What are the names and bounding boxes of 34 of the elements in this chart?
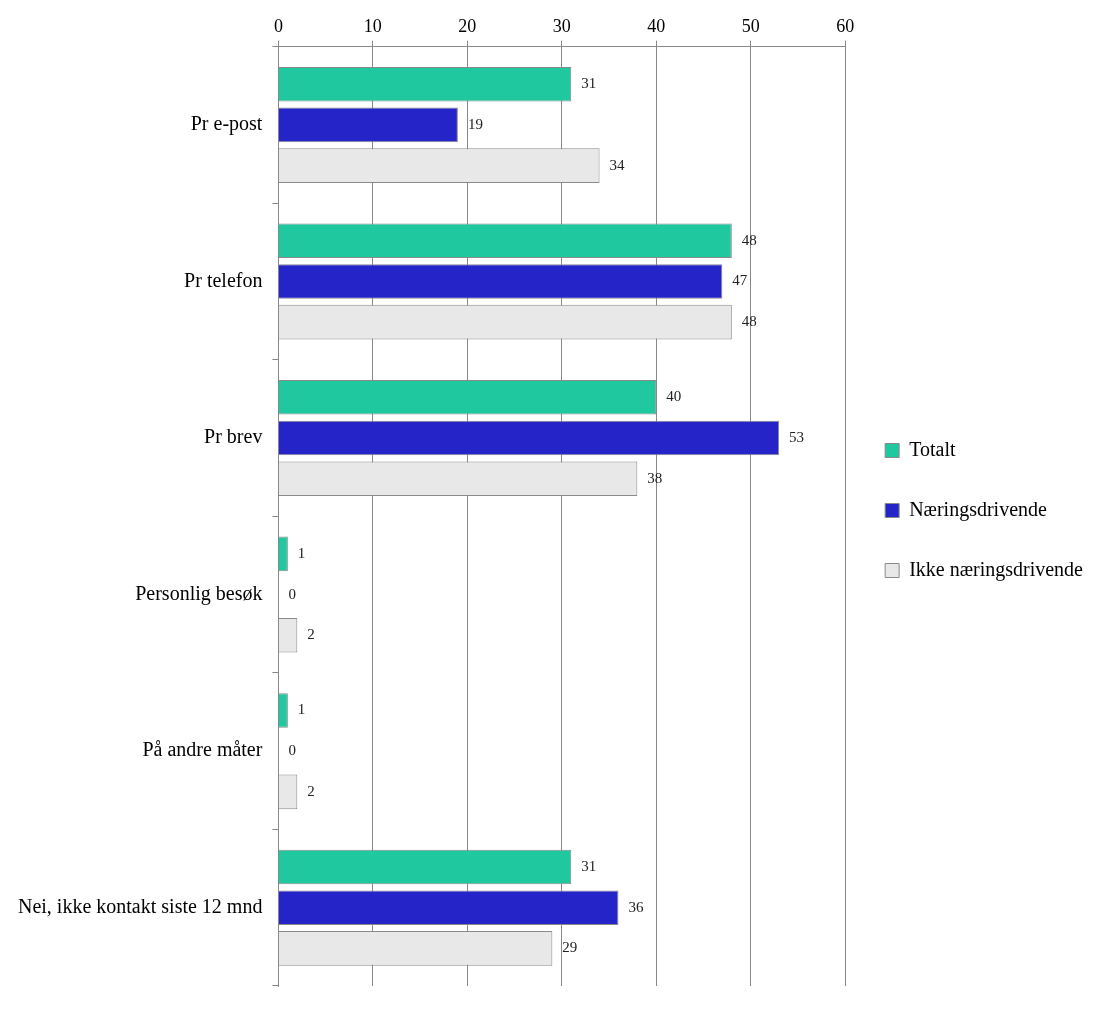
legend-label: Næringsdrivende xyxy=(909,497,1048,521)
data-label: 48 xyxy=(741,231,757,248)
data-label: 40 xyxy=(666,388,682,405)
x-tick-label: 40 xyxy=(647,15,666,36)
data-label: 38 xyxy=(647,469,663,486)
x-tick-label: 50 xyxy=(741,15,760,36)
data-label: 1 xyxy=(297,701,306,718)
legend-label: Totalt xyxy=(909,437,956,460)
x-tick-label: 10 xyxy=(363,15,382,36)
y-tick-label: Nei, ikke kontakt siste 12 mnd xyxy=(17,894,263,917)
data-label: 2 xyxy=(307,626,315,643)
y-tick-label: Pr telefon xyxy=(184,268,263,291)
x-tick-label: 60 xyxy=(836,15,855,36)
data-label: 31 xyxy=(581,857,597,874)
data-label: 53 xyxy=(789,428,805,445)
y-tick-label: Personlig besøk xyxy=(135,581,263,605)
data-label: 19 xyxy=(467,115,483,132)
data-label: 0 xyxy=(288,742,296,759)
data-label: 34 xyxy=(609,156,626,173)
data-label: 48 xyxy=(741,313,757,330)
y-tick-label: På andre måter xyxy=(142,738,263,761)
y-tick-label: Pr brev xyxy=(204,425,263,448)
data-label: 2 xyxy=(307,782,315,799)
data-label: 29 xyxy=(562,939,578,956)
data-label: 47 xyxy=(732,272,748,289)
x-tick-label: 0 xyxy=(273,15,283,36)
y-tick-label: Pr e-post xyxy=(190,112,263,136)
data-label: 36 xyxy=(628,898,644,915)
x-tick-label: 30 xyxy=(552,15,571,36)
data-label: 0 xyxy=(288,585,296,602)
x-tick-label: 20 xyxy=(458,15,477,36)
legend-label: Ikke næringsdrivende xyxy=(909,557,1084,581)
data-label: 31 xyxy=(581,75,597,92)
data-label: 1 xyxy=(297,544,306,561)
